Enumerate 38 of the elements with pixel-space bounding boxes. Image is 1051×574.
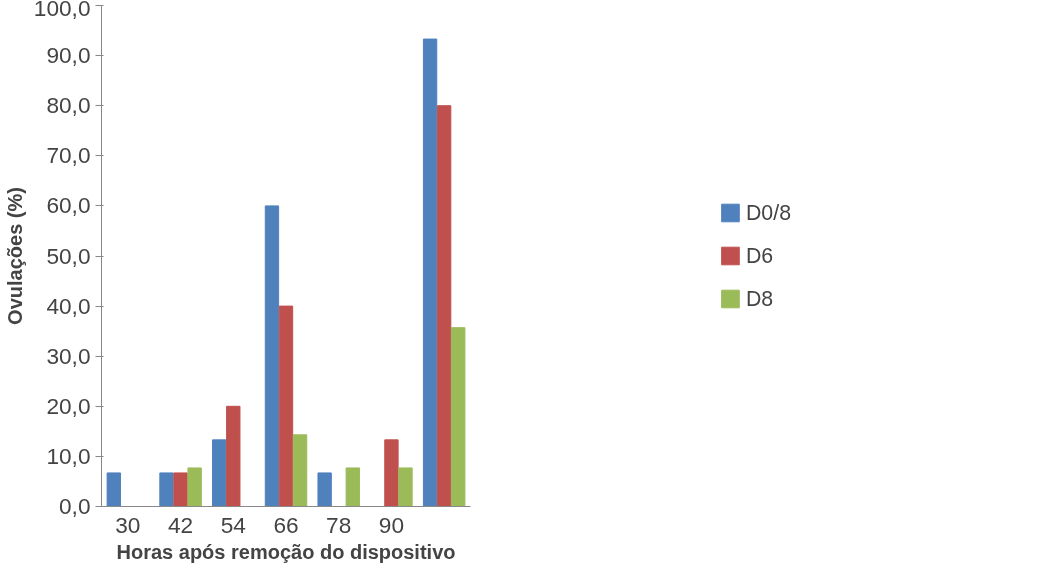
x-tick-label: 66 xyxy=(273,511,299,538)
x-tick-label: 78 xyxy=(326,511,352,538)
bar xyxy=(436,105,452,507)
bar xyxy=(317,472,332,507)
x-tick-label: 54 xyxy=(220,511,246,538)
y-tick-label: 40,0 xyxy=(46,292,91,319)
bar xyxy=(212,439,227,507)
legend-label: D8 xyxy=(745,286,774,311)
x-tick-label: 90 xyxy=(378,511,405,538)
y-tick-label: 90,0 xyxy=(46,42,91,69)
bar xyxy=(451,327,466,507)
x-tick-label: 42 xyxy=(167,511,194,538)
bar xyxy=(264,205,280,507)
y-tick-label: 100,0 xyxy=(33,0,91,21)
bar xyxy=(422,38,438,507)
y-tick-label: 20,0 xyxy=(46,392,91,419)
y-tick-label: 10,0 xyxy=(46,442,91,469)
y-tick-label: 60,0 xyxy=(46,192,91,219)
legend-label: D6 xyxy=(745,243,774,268)
bar xyxy=(187,467,202,507)
legend-label: D0/8 xyxy=(745,200,792,225)
bar xyxy=(173,472,188,507)
y-tick-label: 50,0 xyxy=(46,242,91,269)
bar xyxy=(106,472,121,507)
y-tick-label: 30,0 xyxy=(46,342,91,369)
bar xyxy=(278,305,294,507)
y-axis-title: Ovulações (%) xyxy=(3,187,26,325)
x-axis-title: Horas após remoção do dispositivo xyxy=(116,540,456,563)
y-tick-label: 80,0 xyxy=(46,92,91,119)
y-tick-label: 0,0 xyxy=(59,493,91,519)
bar xyxy=(398,467,413,507)
bar xyxy=(226,405,241,507)
bar xyxy=(384,439,399,507)
bar xyxy=(292,434,308,507)
y-tick-label: 70,0 xyxy=(46,142,91,169)
bar xyxy=(159,472,174,507)
x-tick-label: 30 xyxy=(115,511,141,538)
bar xyxy=(345,467,360,507)
